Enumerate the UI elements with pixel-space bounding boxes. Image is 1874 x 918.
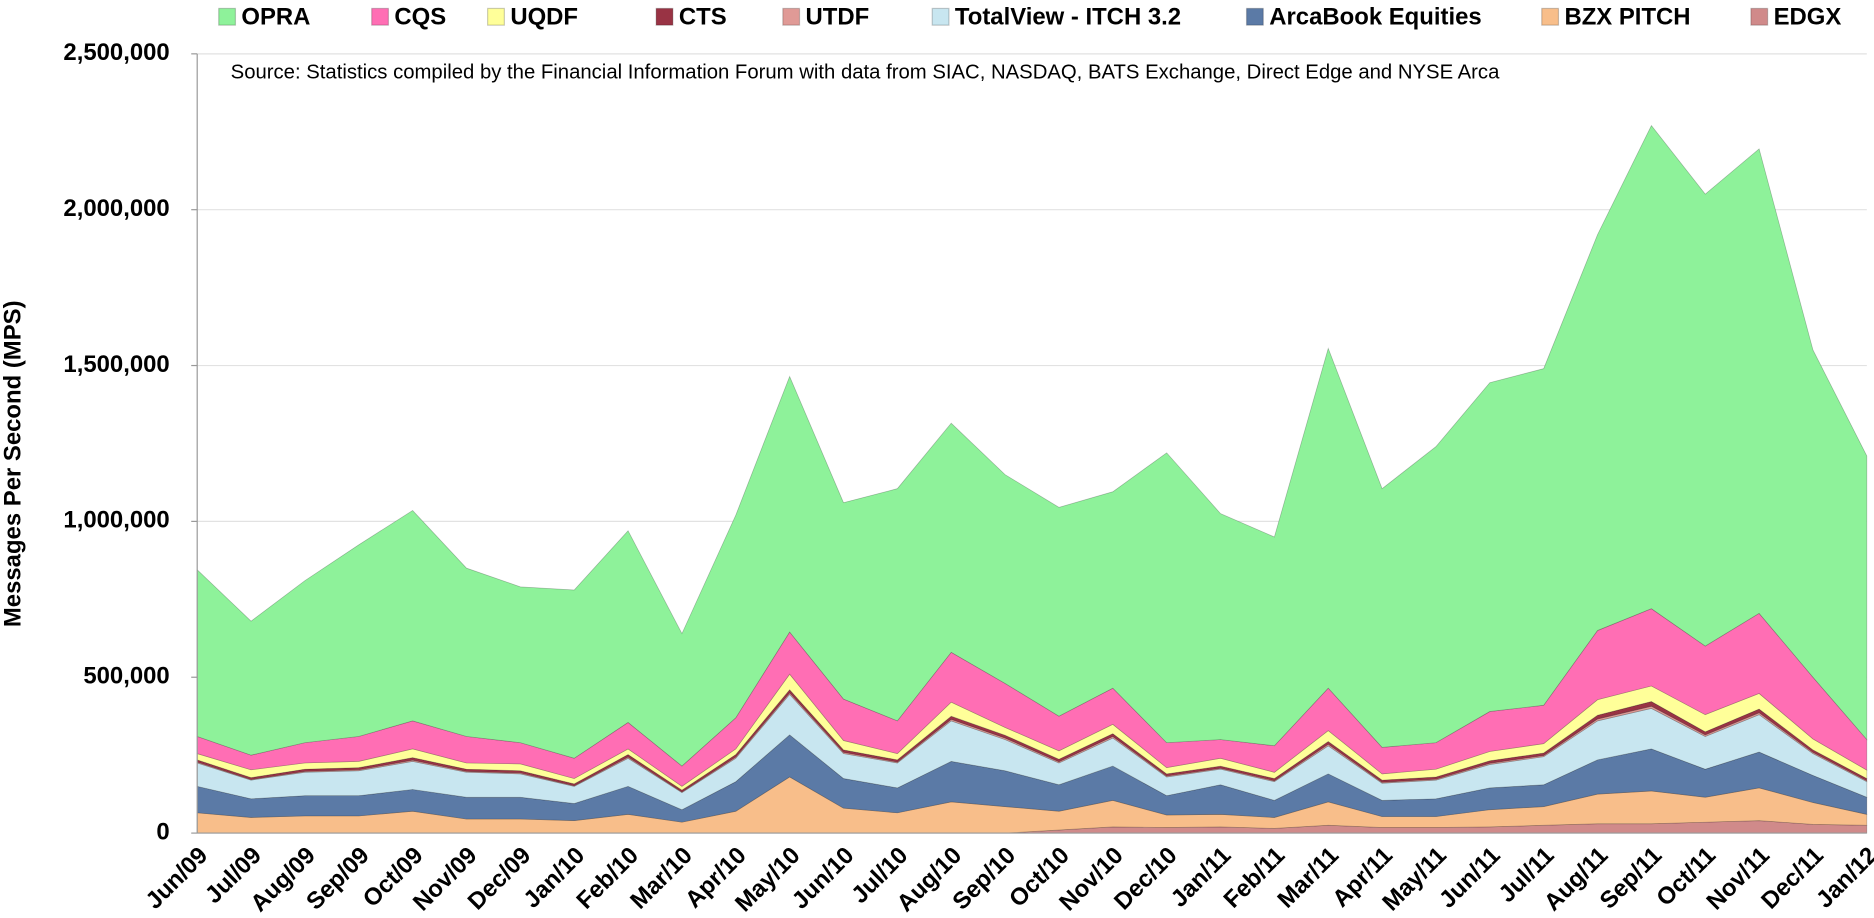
legend-swatch xyxy=(931,7,950,26)
areas xyxy=(196,124,1868,834)
x-tick-label: Jun/10 xyxy=(787,842,860,915)
legend-swatch xyxy=(1245,7,1264,26)
y-tick-label: 2,000,000 xyxy=(63,195,169,222)
x-tick-label: Jun/11 xyxy=(1434,842,1506,914)
legend-swatch xyxy=(1750,7,1769,26)
y-tick-label: 2,500,000 xyxy=(63,39,169,66)
y-tick-label: 1,000,000 xyxy=(63,507,169,534)
legend-label: TotalView - ITCH 3.2 xyxy=(955,3,1181,30)
x-tick-label: Mar/10 xyxy=(625,842,698,915)
x-tick-label: Jun/09 xyxy=(140,842,213,915)
area xyxy=(196,734,1868,823)
legend-swatch xyxy=(655,7,674,26)
source-note: Source: Statistics compiled by the Finan… xyxy=(231,61,1500,83)
x-tick-label: Dec/11 xyxy=(1756,842,1829,915)
y-axis-title: Messages Per Second (MPS) xyxy=(0,300,27,627)
legend-label: OPRA xyxy=(241,3,310,30)
area xyxy=(196,693,1868,811)
legend-label: ArcaBook Equities xyxy=(1269,3,1481,30)
y-tick-label: 1,500,000 xyxy=(63,351,169,378)
legend-swatch xyxy=(487,7,505,26)
legend-swatch xyxy=(371,7,390,26)
area xyxy=(196,608,1868,787)
x-tick-label: Mar/11 xyxy=(1272,842,1344,914)
legend-label: EDGX xyxy=(1774,3,1842,30)
legend-swatch xyxy=(218,7,237,26)
area xyxy=(196,692,1868,793)
legend-label: BZX PITCH xyxy=(1564,3,1690,30)
legend-label: CQS xyxy=(394,3,446,30)
legend-label: UTDF xyxy=(806,3,870,30)
legend-swatch xyxy=(782,7,801,26)
legend: OPRA CQS UQDF CTS UTDF TotalView - ITCH 3.2 Ar… xyxy=(218,3,1842,30)
legend-swatch xyxy=(1541,7,1560,26)
y-tick-label: 500,000 xyxy=(83,663,169,690)
legend-label: UQDF xyxy=(510,3,578,30)
y-tick-label: 0 xyxy=(156,818,169,845)
area xyxy=(196,689,1868,793)
legend-label: CTS xyxy=(679,3,727,30)
x-tick-label: Sep/11 xyxy=(1595,842,1668,915)
area xyxy=(196,673,1868,791)
area xyxy=(196,124,1868,767)
